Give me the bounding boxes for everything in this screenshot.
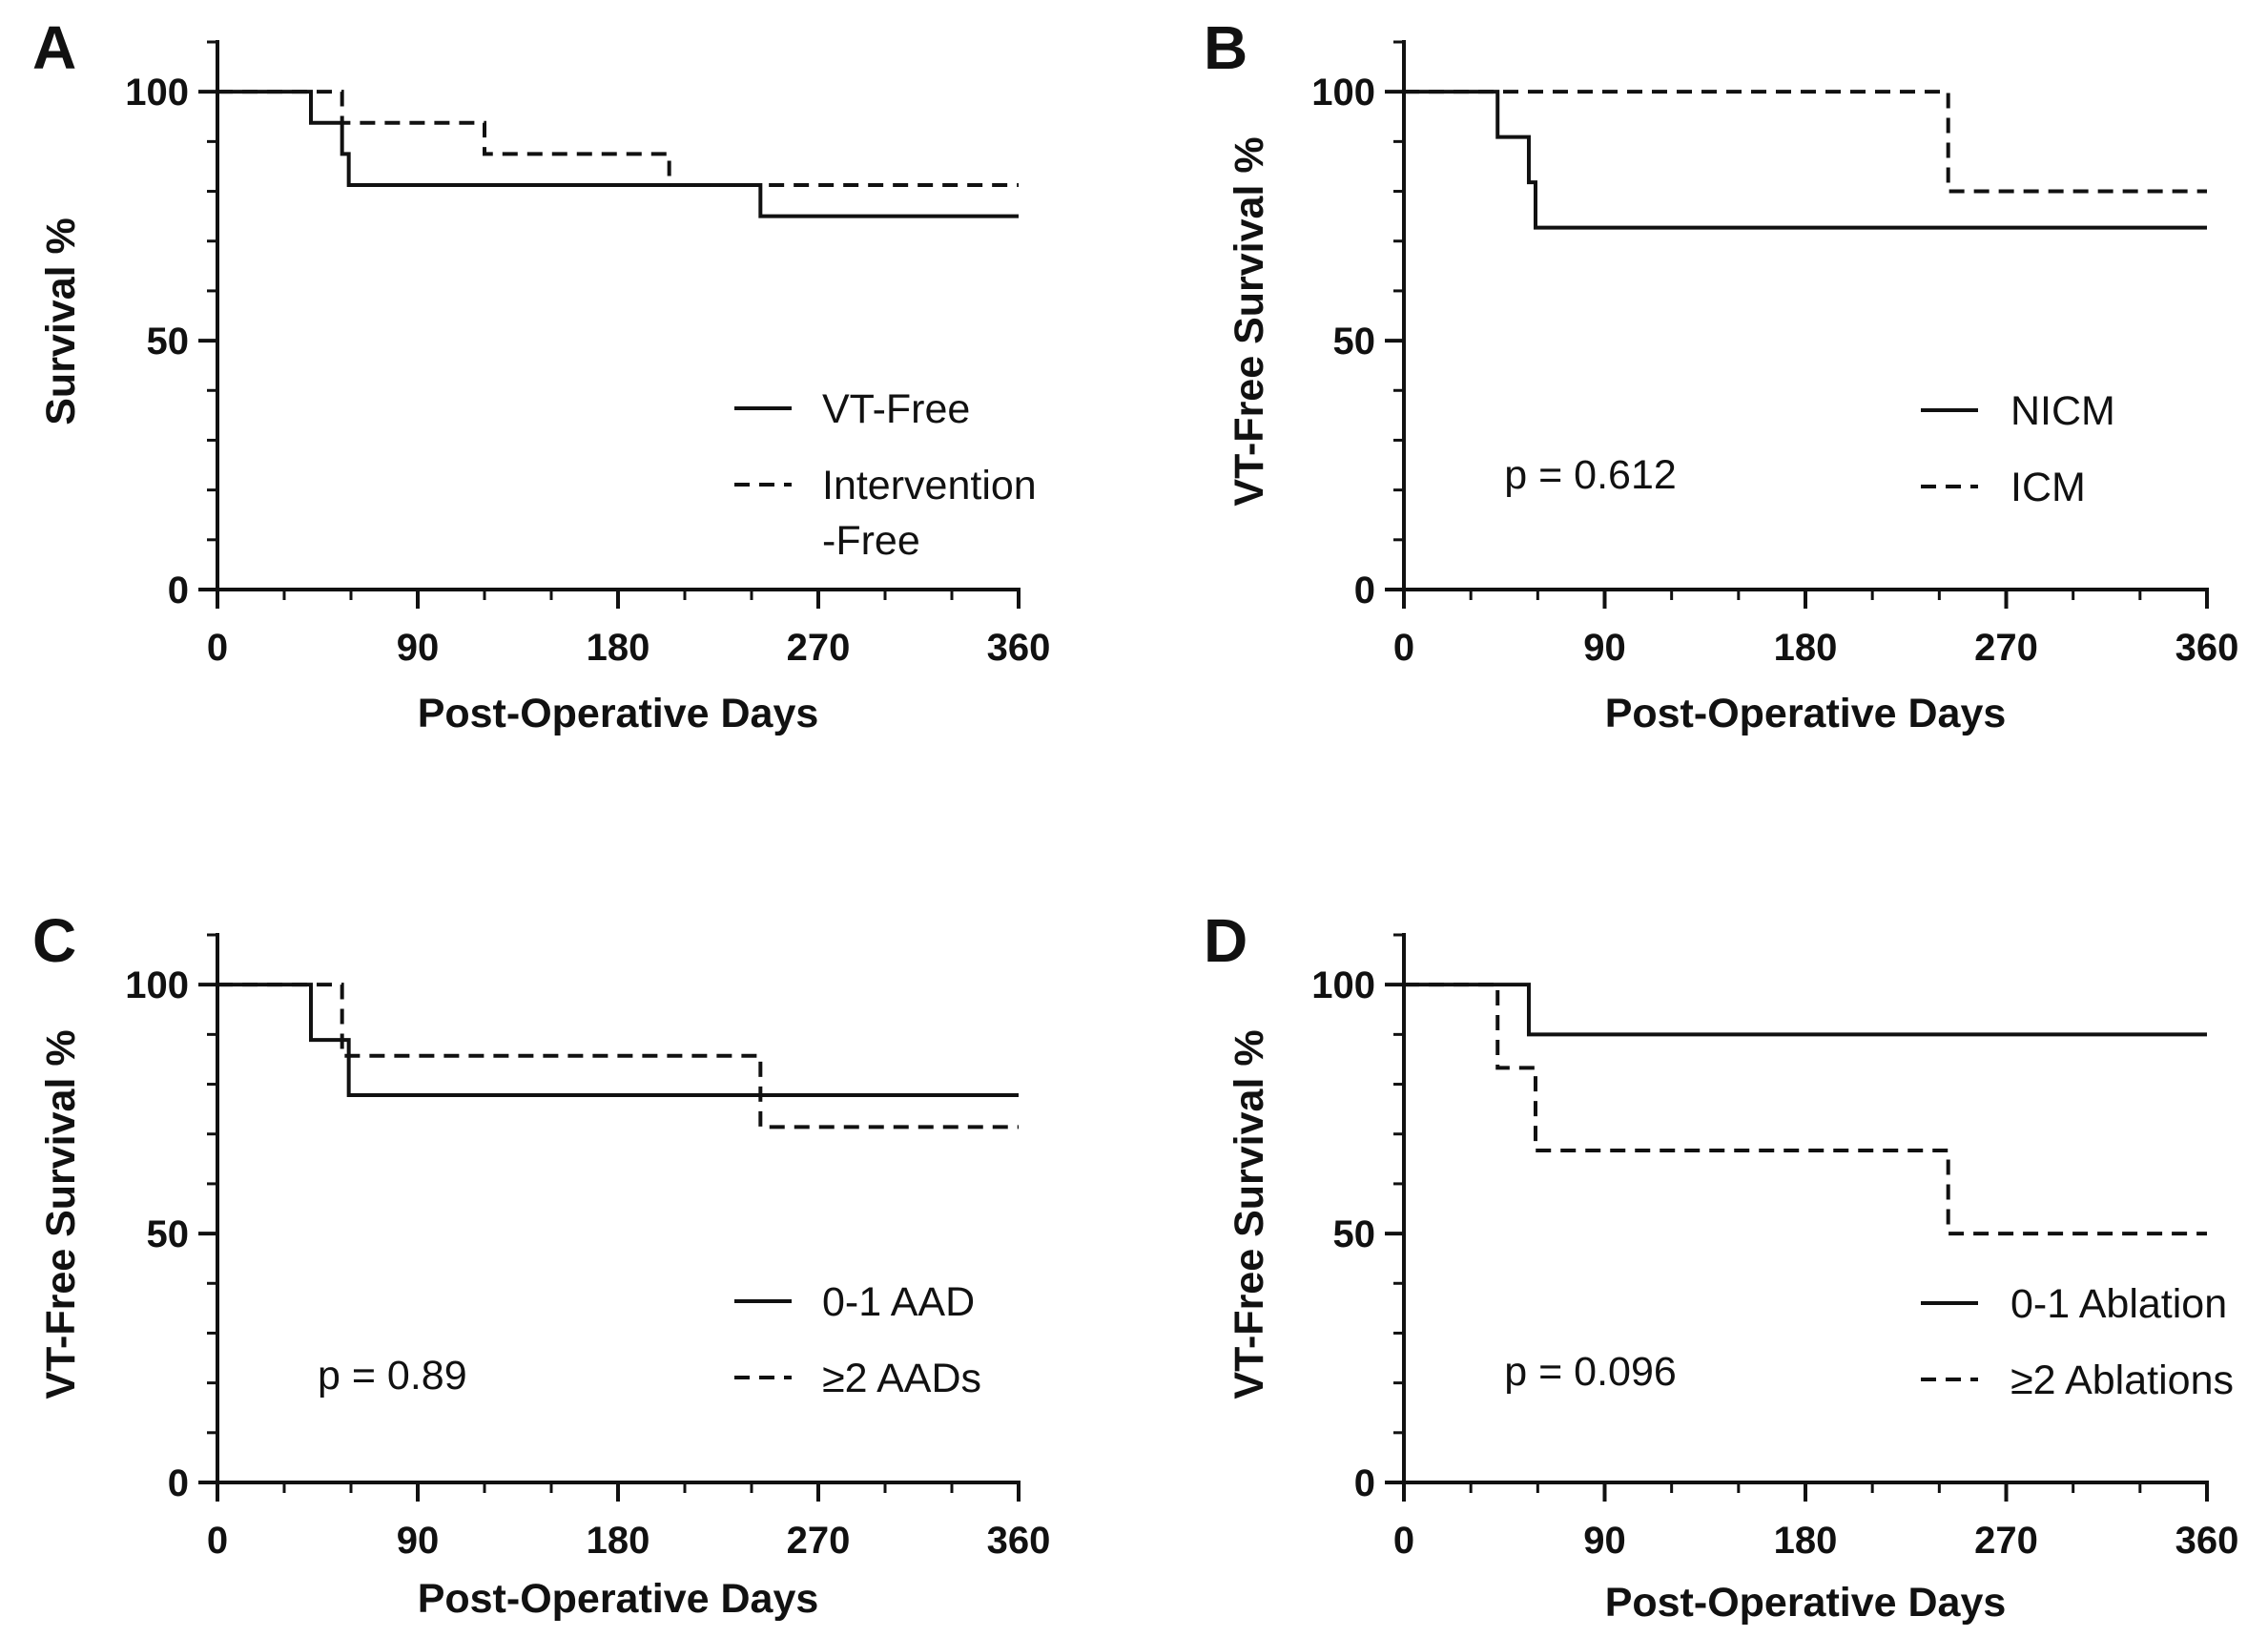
series-line-solid <box>217 983 1019 1098</box>
x-tick-label: 0 <box>207 627 228 669</box>
y-tick-label: 50 <box>1333 1213 1376 1255</box>
series-line-solid <box>217 90 1019 218</box>
y-axis-title: VT-Free Survival % <box>1227 136 1272 506</box>
x-tick-label: 180 <box>587 627 650 669</box>
legend-label: ICM <box>2010 465 2086 510</box>
x-axis-title: Post-Operative Days <box>1605 1580 2007 1626</box>
y-tick-label: 0 <box>168 1462 189 1504</box>
p-value-annotation: p = 0.612 <box>1504 452 1677 498</box>
x-tick-label: 360 <box>987 1520 1051 1562</box>
y-axis-title: Survival % <box>38 218 84 425</box>
x-tick-label: 90 <box>397 1520 440 1562</box>
legend-label: Intervention <box>822 463 1037 508</box>
y-tick-label: 0 <box>1354 570 1375 611</box>
x-tick-label: 360 <box>2175 1520 2239 1562</box>
x-tick-label: 180 <box>587 1520 650 1562</box>
x-axis-title: Post-Operative Days <box>1605 691 2007 736</box>
panel-label-c: C <box>32 906 76 975</box>
x-tick-label: 90 <box>397 627 440 669</box>
x-tick-label: 90 <box>1583 1520 1626 1562</box>
legend-label: ≥2 AADs <box>822 1356 981 1401</box>
legend-label: VT-Free <box>822 386 970 432</box>
x-tick-label: 360 <box>987 627 1051 669</box>
panel-a: A 0 50 100 0 90 180 270 360 Post-Operative Days Su… <box>32 13 1050 736</box>
legend-label: ≥2 Ablations <box>2010 1357 2234 1403</box>
y-tick-label: 50 <box>147 1213 190 1255</box>
y-tick-label: 50 <box>147 321 190 363</box>
series-line-dashed <box>217 90 1019 188</box>
y-tick-label: 0 <box>168 570 189 611</box>
x-tick-label: 90 <box>1583 627 1626 669</box>
x-tick-label: 0 <box>207 1520 228 1562</box>
p-value-annotation: p = 0.096 <box>1504 1349 1677 1395</box>
series-line-solid <box>1404 983 2207 1037</box>
series-line-dashed <box>1404 983 2207 1236</box>
x-tick-label: 0 <box>1393 1520 1414 1562</box>
x-tick-label: 270 <box>1974 1520 2038 1562</box>
legend-label: NICM <box>2010 388 2115 434</box>
p-value-annotation: p = 0.89 <box>318 1353 467 1399</box>
panel-label-d: D <box>1204 906 1247 975</box>
legend-label: -Free <box>822 518 920 564</box>
y-tick-label: 100 <box>1311 964 1375 1006</box>
x-tick-label: 0 <box>1393 627 1414 669</box>
y-axis-title: VT-Free Survival % <box>38 1029 84 1399</box>
x-tick-label: 270 <box>787 627 851 669</box>
panel-d: D 0 50 100 0 90 180 270 360 Post-Operative Days VT… <box>1204 906 2238 1626</box>
x-axis-title: Post-Operative Days <box>418 1576 819 1622</box>
legend-label: 0-1 AAD <box>822 1279 975 1325</box>
panel-label-a: A <box>32 13 76 82</box>
series-line-dashed <box>1404 90 2207 194</box>
y-tick-label: 50 <box>1333 321 1376 363</box>
x-axis-title: Post-Operative Days <box>418 691 819 736</box>
y-tick-label: 100 <box>125 964 189 1006</box>
series-line-dashed <box>217 983 1019 1129</box>
panel-label-b: B <box>1204 13 1247 82</box>
legend-label: 0-1 Ablation <box>2010 1281 2227 1327</box>
series-line-solid <box>1404 90 2207 230</box>
x-tick-label: 360 <box>2175 627 2239 669</box>
y-axis-title: VT-Free Survival % <box>1227 1029 1272 1399</box>
x-tick-label: 180 <box>1774 627 1838 669</box>
y-tick-label: 0 <box>1354 1462 1375 1504</box>
x-tick-label: 270 <box>1974 627 2038 669</box>
panel-b: B 0 50 100 0 90 180 270 360 Post-Operative Days VT… <box>1204 13 2238 736</box>
y-tick-label: 100 <box>125 72 189 114</box>
y-tick-label: 100 <box>1311 72 1375 114</box>
panel-c: C 0 50 100 0 90 180 270 360 Post-Operative Days VT… <box>32 906 1050 1622</box>
x-tick-label: 180 <box>1774 1520 1838 1562</box>
x-tick-label: 270 <box>787 1520 851 1562</box>
